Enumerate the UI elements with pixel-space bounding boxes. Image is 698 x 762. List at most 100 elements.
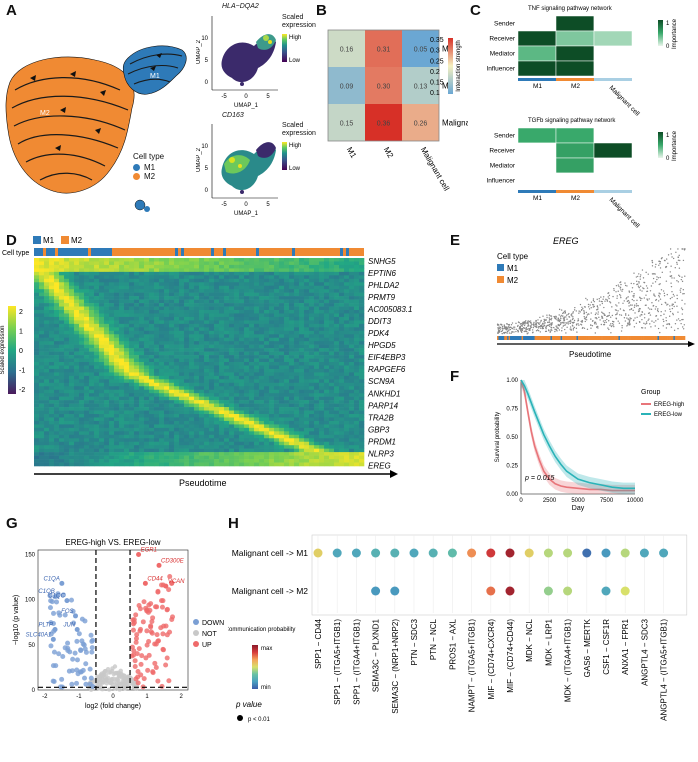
- scatter-point: [514, 326, 516, 328]
- heatmap-pixel: [109, 420, 115, 425]
- heatmap-pixel: [59, 389, 65, 394]
- heatmap-pixel: [104, 310, 110, 314]
- heatmap-pixel: [64, 271, 70, 276]
- heatmap-pixel: [194, 400, 200, 404]
- heatmap-pixel: [154, 452, 160, 456]
- heatmap-pixel: [334, 389, 340, 394]
- heatmap-pixel: [334, 337, 340, 342]
- pathway-row-label: Influencer: [486, 178, 515, 185]
- heatmap-pixel: [189, 296, 195, 300]
- heatmap-pixel: [174, 299, 180, 304]
- heatmap-pixel: [319, 292, 325, 297]
- heatmap-pixel: [234, 410, 240, 415]
- heatmap-pixel: [204, 261, 210, 266]
- heatmap-pixel: [59, 414, 65, 418]
- heatmap-pixel: [339, 459, 345, 463]
- heatmap-pixel: [39, 368, 45, 373]
- heatmap-pixel: [214, 344, 220, 349]
- heatmap-pixel: [289, 261, 295, 266]
- heatmap-pixel: [74, 427, 80, 432]
- scatter-point: [522, 321, 524, 324]
- heatmap-pixel: [174, 389, 180, 394]
- scatter-point: [657, 277, 660, 279]
- heatmap-pixel: [144, 351, 150, 356]
- heatmap-pixel: [94, 306, 100, 311]
- scatter-point: [627, 324, 629, 326]
- scatter-point: [556, 319, 558, 321]
- heatmap-pixel: [264, 296, 270, 300]
- heatmap-pixel: [184, 299, 190, 304]
- f2-low: Low: [289, 166, 301, 172]
- heatmap-pixel: [334, 459, 340, 463]
- heatmap-pixel: [289, 448, 295, 453]
- heatmap-pixel: [339, 358, 345, 363]
- heatmap-pixel: [89, 289, 95, 293]
- heatmap-pixel: [134, 337, 140, 342]
- heatmap-pixel: [84, 261, 90, 266]
- heatmap-pixel: [179, 438, 185, 443]
- heatmap-pixel: [359, 278, 365, 283]
- scatter-point: [577, 323, 579, 325]
- heatmap-pixel: [219, 386, 225, 391]
- heatmap-pixel: [289, 379, 295, 384]
- heatmap-pixel: [309, 264, 315, 269]
- heatmap-pixel: [114, 445, 120, 449]
- heatmap-pixel: [99, 462, 105, 467]
- heatmap-pixel: [34, 396, 40, 401]
- heatmap-pixel: [259, 403, 265, 408]
- heatmap-pixel: [109, 337, 115, 342]
- scatter-point: [515, 330, 517, 333]
- heatmap-pixel: [254, 455, 260, 460]
- heatmap-pixel: [114, 341, 120, 345]
- heatmap-pixel: [294, 341, 300, 345]
- heatmap-pixel: [64, 445, 70, 449]
- heatmap-pixel: [304, 382, 310, 387]
- heatmap-pixel: [324, 372, 330, 377]
- heatmap-pixel: [114, 410, 120, 415]
- heatmap-pixel: [289, 303, 295, 307]
- heatmap-pixel: [179, 355, 185, 359]
- heatmap-pixel: [354, 271, 360, 276]
- heatmap-col-label: M1: [345, 146, 359, 161]
- heatmap-pixel: [339, 296, 345, 300]
- heatmap-pixel: [139, 414, 145, 418]
- heatmap-pixel: [349, 271, 355, 276]
- heatmap-pixel: [154, 323, 160, 328]
- heatmap-pixel: [64, 362, 70, 366]
- scatter-point: [608, 297, 610, 300]
- heatmap-pixel: [214, 441, 220, 446]
- heatmap-pixel: [159, 310, 165, 314]
- heatmap-pixel: [184, 434, 190, 439]
- heatmap-pixel: [174, 303, 180, 307]
- heatmap-pixel: [164, 372, 170, 377]
- heatmap-pixel: [39, 382, 45, 387]
- heatmap-pixel: [224, 261, 230, 266]
- scatter-point: [631, 304, 633, 306]
- scatter-point: [585, 311, 588, 314]
- heatmap-pixel: [344, 386, 350, 391]
- heatmap-pixel: [159, 382, 165, 387]
- heatmap-pixel: [299, 417, 305, 422]
- scatter-point: [590, 318, 592, 320]
- heatmap-pixel: [279, 306, 285, 311]
- heatmap-pixel: [214, 403, 220, 408]
- heatmap-pixel: [104, 375, 110, 380]
- heatmap-pixel: [204, 327, 210, 332]
- heatmap-pixel: [329, 448, 335, 453]
- heatmap-pixel: [324, 320, 330, 325]
- heatmap-pixel: [44, 462, 50, 467]
- heatmap-pixel: [264, 372, 270, 377]
- heatmap-pixel: [44, 337, 50, 342]
- heatmap-pixel: [234, 375, 240, 380]
- heatmap-pixel: [244, 427, 250, 432]
- heatmap-pixel: [334, 264, 340, 269]
- heatmap-pixel: [274, 268, 280, 273]
- heatmap-pixel: [264, 310, 270, 314]
- heatmap-pixel: [249, 330, 255, 335]
- scatter-point: [619, 295, 622, 297]
- heatmap-pixel: [179, 379, 185, 384]
- heatmap-pixel: [129, 441, 135, 446]
- scatter-point: [636, 299, 638, 302]
- heatmap-pixel: [304, 330, 310, 335]
- celltype-annotation-cell: [160, 248, 163, 256]
